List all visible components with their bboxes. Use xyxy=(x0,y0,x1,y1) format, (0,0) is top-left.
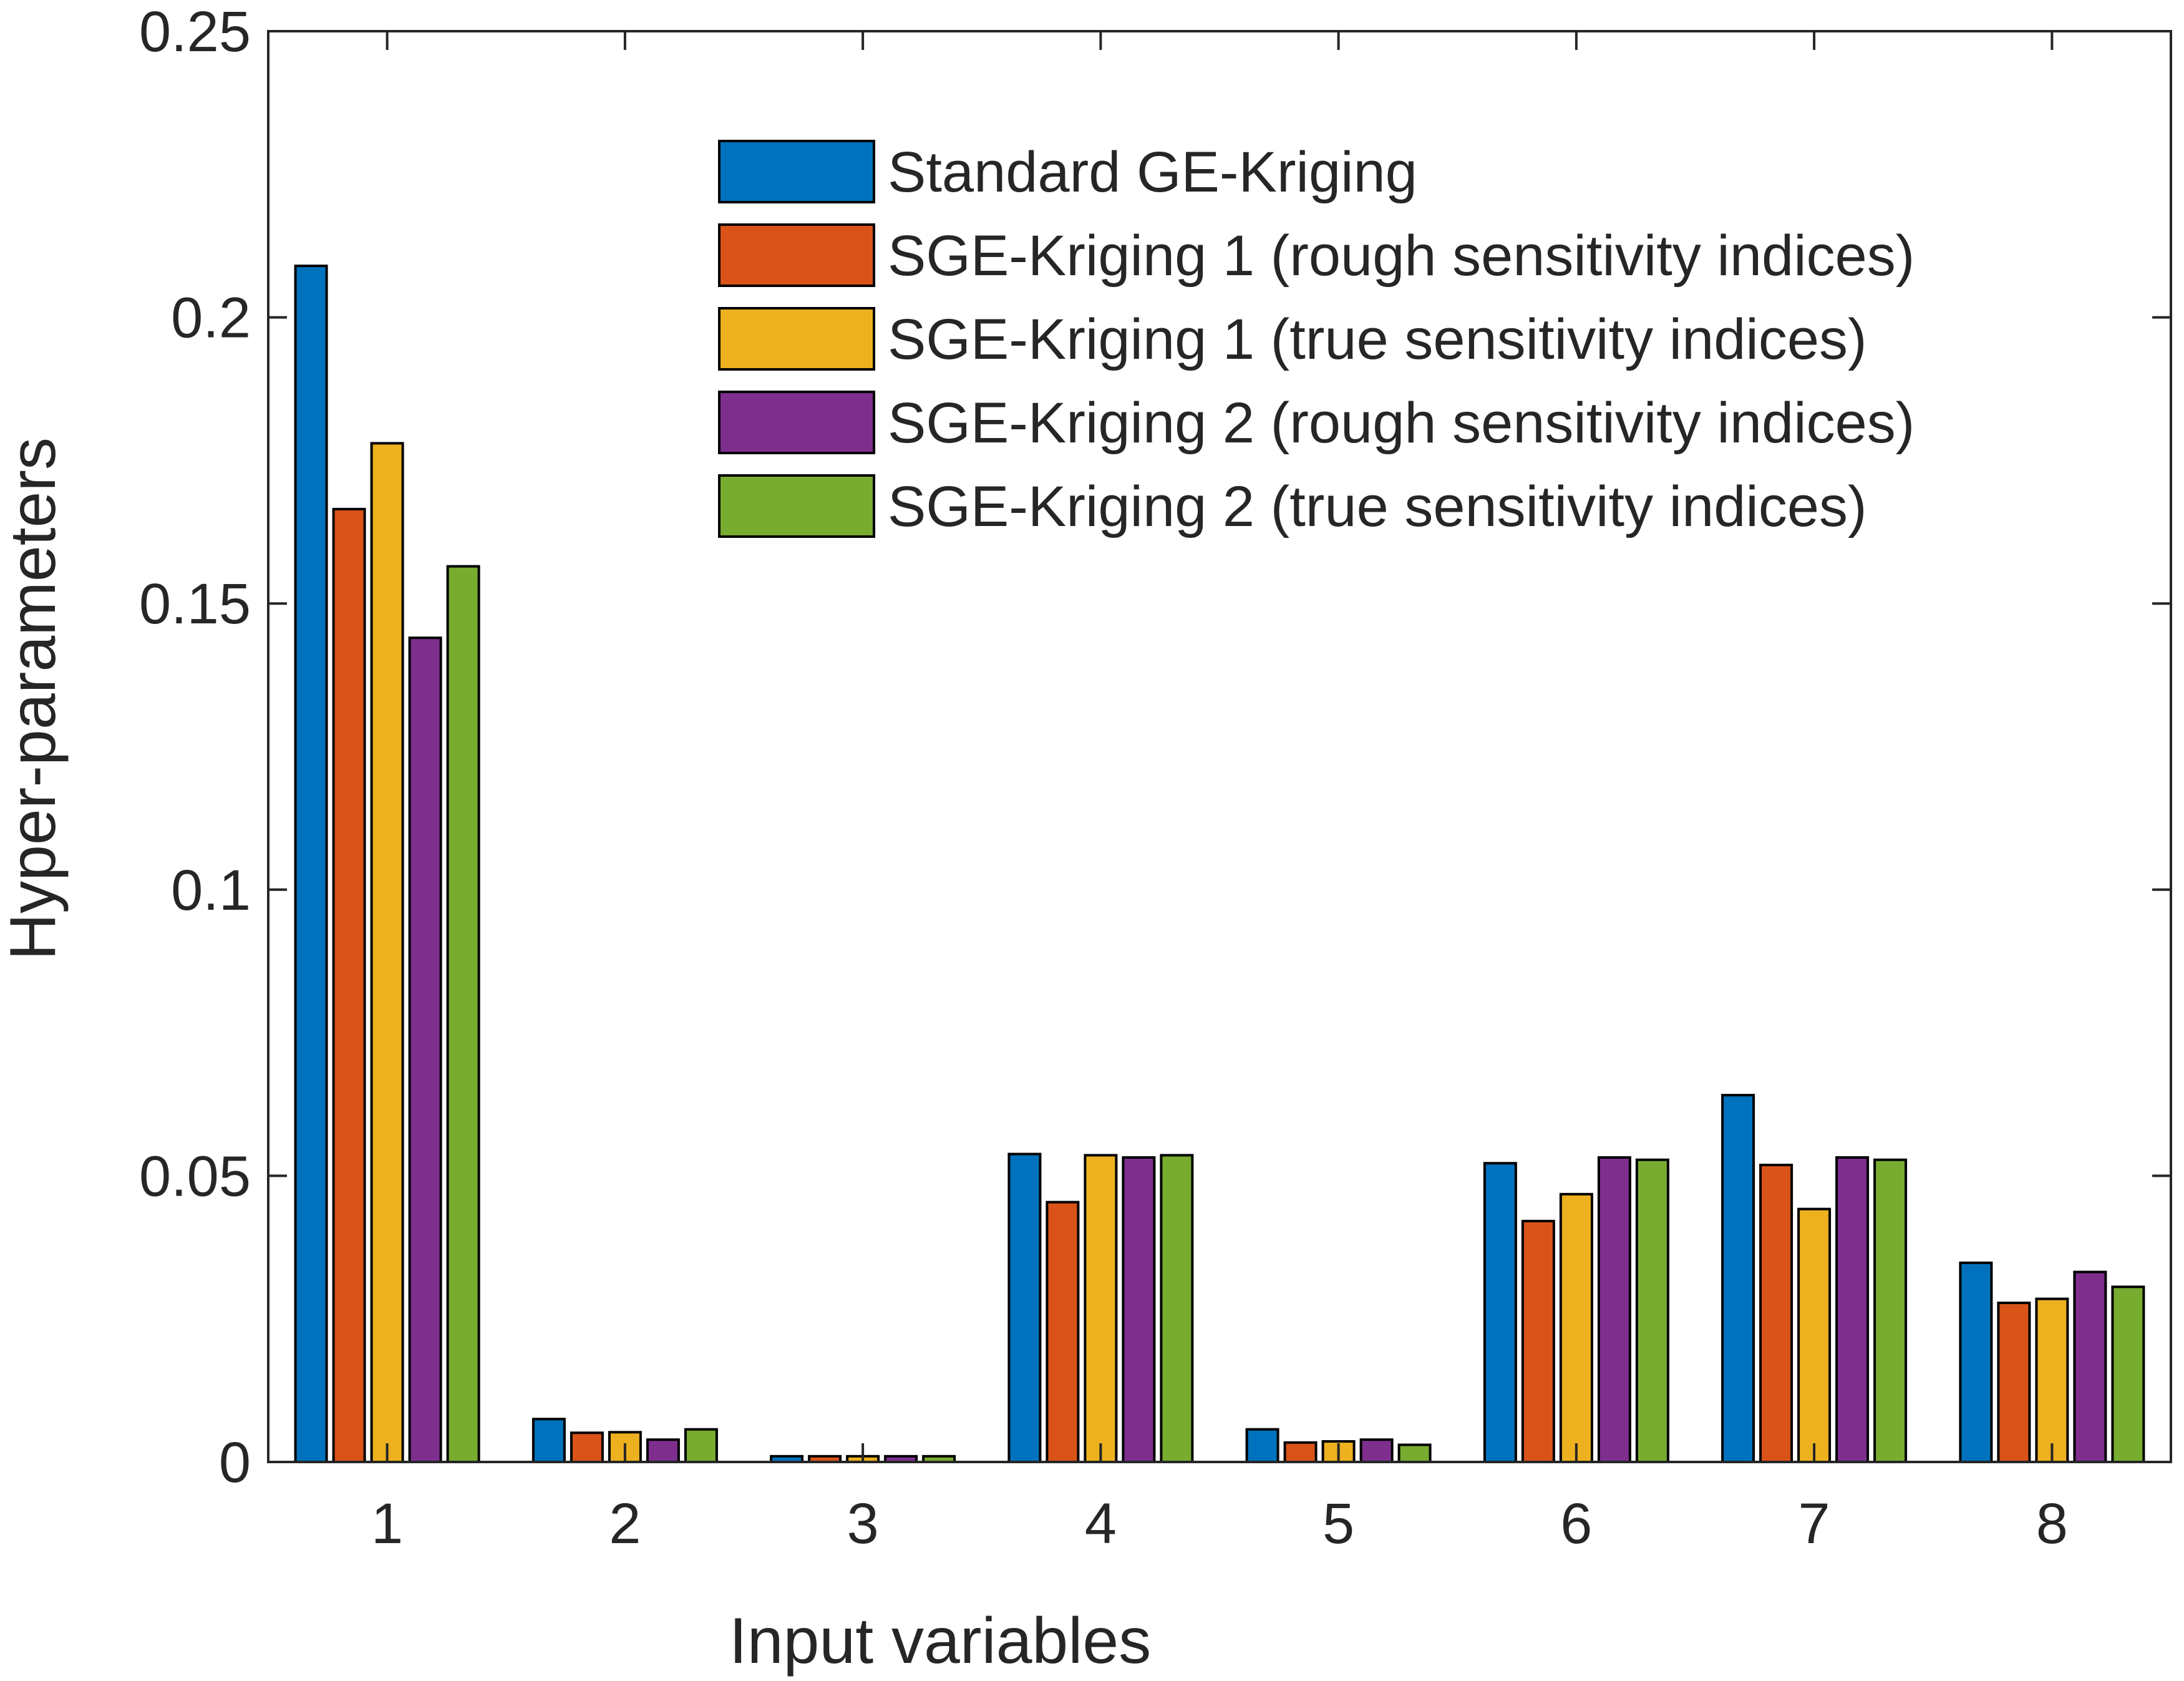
bar-7-series-2 xyxy=(1759,1164,1793,1463)
y-tick-label: 0 xyxy=(219,1431,251,1494)
bar-2-series-5 xyxy=(684,1428,718,1463)
bar-7-series-1 xyxy=(1721,1094,1755,1463)
legend-swatch-series-4 xyxy=(718,391,875,454)
bar-4-series-3 xyxy=(1084,1154,1118,1464)
y-tick-label: 0.15 xyxy=(139,572,251,636)
legend-label-series-3: SGE-Kriging 1 (true sensitivity indices) xyxy=(888,308,1867,371)
y-tick-label: 0.25 xyxy=(139,0,251,64)
bar-4-series-4 xyxy=(1122,1156,1156,1463)
bar-4-series-5 xyxy=(1160,1154,1194,1464)
legend-label-series-1: Standard GE-Kriging xyxy=(888,140,1417,204)
bar-1-series-1 xyxy=(294,265,328,1464)
bar-7-series-5 xyxy=(1873,1158,1908,1463)
legend: Standard GE-Kriging SGE-Kriging 1 (rough … xyxy=(718,140,1915,538)
bar-4-series-1 xyxy=(1007,1152,1042,1463)
bar-8-series-1 xyxy=(1959,1261,1993,1464)
legend-label-series-4: SGE-Kriging 2 (rough sensitivity indices… xyxy=(888,391,1915,455)
bar-5-series-1 xyxy=(1245,1428,1279,1463)
legend-swatch-series-1 xyxy=(718,140,875,203)
bar-6-series-2 xyxy=(1521,1219,1555,1464)
bar-5-series-5 xyxy=(1397,1443,1432,1463)
x-tick-label: 5 xyxy=(1323,1492,1354,1556)
x-tick-label: 4 xyxy=(1085,1492,1117,1556)
bar-1-series-5 xyxy=(446,565,480,1463)
x-tick-label: 6 xyxy=(1560,1492,1592,1556)
x-axis-label: Input variables xyxy=(729,1605,1151,1677)
bar-5-series-2 xyxy=(1283,1441,1318,1464)
bar-2-series-1 xyxy=(531,1418,566,1463)
legend-swatch-series-3 xyxy=(718,307,875,371)
bar-7-series-4 xyxy=(1835,1156,1870,1463)
y-tick-label: 0.2 xyxy=(171,286,251,350)
bar-1-series-3 xyxy=(370,442,404,1463)
bar-2-series-2 xyxy=(570,1431,604,1463)
x-tick-label: 3 xyxy=(847,1492,879,1556)
legend-swatch-series-2 xyxy=(718,223,875,287)
bar-8-series-3 xyxy=(2035,1297,2069,1464)
bar-7-series-3 xyxy=(1797,1207,1832,1463)
legend-swatch-series-5 xyxy=(718,474,875,538)
bar-6-series-3 xyxy=(1559,1192,1593,1464)
bar-1-series-2 xyxy=(332,507,366,1463)
x-tick-label: 1 xyxy=(371,1492,403,1556)
bar-8-series-4 xyxy=(2073,1270,2107,1463)
bar-4-series-2 xyxy=(1046,1201,1080,1463)
bars-layer xyxy=(294,265,2145,1464)
legend-label-series-2: SGE-Kriging 1 (rough sensitivity indices… xyxy=(888,224,1915,288)
x-tick-label: 8 xyxy=(2036,1492,2068,1556)
x-tick-label: 2 xyxy=(609,1492,641,1556)
plot-frame xyxy=(267,30,2172,1463)
bar-8-series-2 xyxy=(1997,1302,2031,1463)
bar-2-series-4 xyxy=(646,1438,680,1463)
y-tick-label: 0.1 xyxy=(171,859,251,922)
x-tick-label: 7 xyxy=(1798,1492,1830,1556)
bar-8-series-5 xyxy=(2111,1285,2145,1464)
bar-6-series-1 xyxy=(1483,1162,1517,1463)
bar-1-series-4 xyxy=(408,636,442,1464)
bar-5-series-4 xyxy=(1359,1438,1394,1463)
bar-6-series-5 xyxy=(1635,1158,1669,1463)
legend-label-series-5: SGE-Kriging 2 (true sensitivity indices) xyxy=(888,475,1867,538)
y-tick-label: 0.05 xyxy=(139,1144,251,1208)
y-axis-label: Hyper-parameters xyxy=(0,437,69,960)
bar-6-series-4 xyxy=(1597,1156,1631,1463)
axes-layer: 0 0.05 0.1 0.15 0.2 0.25 1 2 3 4 5 6 7 8 xyxy=(139,0,2172,1556)
